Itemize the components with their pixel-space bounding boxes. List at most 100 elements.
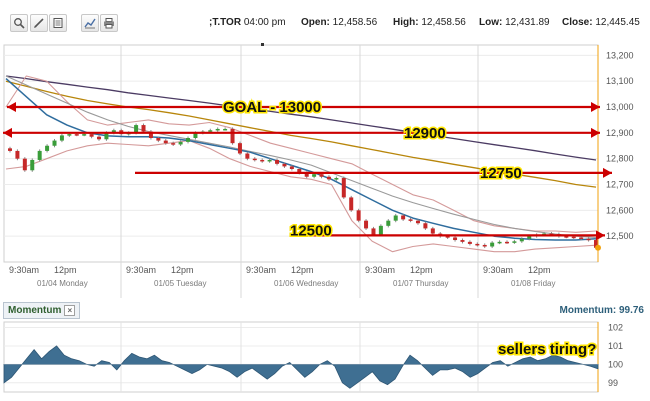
quote-high-value: 12,458.56: [421, 17, 466, 28]
series-line-mid-average: [5, 75, 597, 239]
day-label: 01/05 Tuesday: [154, 279, 206, 288]
quote-close-label: Close:: [562, 17, 593, 28]
candle-body: [252, 158, 257, 161]
price-tick-label: 12,800: [606, 154, 634, 164]
candle-body: [230, 128, 235, 144]
time-tick-label: 9:30am: [483, 265, 513, 275]
chart-anchor-marker: [261, 43, 264, 46]
resistance-12900-arrow-head: [591, 127, 600, 138]
quote-time: 04:00 pm: [243, 17, 286, 28]
momentum-tab[interactable]: Momentum ×: [3, 302, 81, 319]
candle-body: [319, 174, 324, 177]
candle-body: [430, 228, 435, 234]
candle-body: [594, 240, 598, 248]
candle-body: [453, 237, 458, 241]
momentum-tick-label: 99: [608, 378, 618, 388]
price-tick-label: 13,200: [606, 50, 634, 60]
support-12500-annotation: 12500: [290, 222, 332, 239]
candle-body: [37, 150, 42, 160]
price-tick-label: 12,700: [606, 180, 634, 190]
momentum-area: [3, 345, 599, 389]
resistance-12900-arrow-head: [3, 127, 12, 138]
goal-arrow-head: [7, 102, 16, 112]
momentum-readout: Momentum: 99.76: [560, 305, 644, 316]
momentum-readout-value: 99.76: [618, 305, 644, 316]
candle-body: [341, 178, 346, 198]
candle-body: [22, 158, 27, 171]
candle-body: [156, 138, 161, 141]
print-icon[interactable]: [100, 14, 118, 32]
candle-body: [215, 128, 220, 131]
time-tick-label: 9:30am: [365, 265, 395, 275]
notes-icon[interactable]: [49, 14, 67, 32]
time-tick-label: 12pm: [171, 265, 194, 275]
close-icon[interactable]: ×: [64, 305, 76, 316]
candle-body: [401, 215, 406, 220]
time-tick-label: 12pm: [54, 265, 77, 275]
candle-body: [104, 132, 109, 140]
candle-body: [275, 159, 280, 164]
candle-body: [267, 159, 272, 162]
candle-body: [312, 174, 317, 177]
candle-body: [141, 125, 146, 132]
candle-body: [186, 138, 191, 142]
candle-body: [171, 143, 176, 145]
candle-body: [326, 176, 331, 180]
chart-settings-icon[interactable]: [81, 14, 99, 32]
candle-body: [82, 134, 87, 136]
candle-body: [45, 145, 50, 151]
candle-body: [245, 153, 250, 159]
sellers-tiring-annotation: sellers tiring?: [498, 341, 596, 358]
candle-body: [111, 130, 116, 133]
price-tick-label: 13,000: [606, 102, 634, 112]
candle-body: [282, 163, 287, 167]
time-tick-label: 12pm: [291, 265, 314, 275]
candle-body: [89, 134, 94, 137]
quote-open-label: Open:: [301, 17, 330, 28]
candle-body: [586, 238, 591, 241]
time-tick-label: 9:30am: [9, 265, 39, 275]
candle-body: [519, 238, 524, 242]
candle-body: [289, 166, 294, 169]
quote-low: Low: 12,431.89: [479, 17, 550, 28]
candle-body: [356, 210, 361, 221]
series-line-upper-band: [5, 75, 597, 233]
support-12750-annotation: 12750: [480, 165, 522, 182]
candle-body: [564, 236, 569, 238]
time-tick-label: 9:30am: [126, 265, 156, 275]
candle-body: [74, 134, 79, 136]
goal-annotation: GOAL - 13000: [223, 99, 321, 116]
time-tick-label: 12pm: [410, 265, 433, 275]
candle-body: [349, 197, 354, 211]
candle-body: [445, 236, 450, 238]
quote-symbol-time: ;T.TOR 04:00 pm: [209, 17, 286, 28]
support-12500-arrow-head: [596, 230, 605, 241]
draw-icon[interactable]: [30, 14, 48, 32]
quote-high: High: 12,458.56: [393, 17, 466, 28]
candle-body: [527, 236, 532, 239]
candle-body: [178, 141, 183, 145]
candle-body: [490, 242, 495, 247]
candle-body: [208, 130, 213, 132]
series-line-slow-average: [5, 80, 597, 188]
quote-close-value: 12,445.45: [595, 17, 640, 28]
candle-body: [237, 143, 242, 154]
quote-open-value: 12,458.56: [332, 17, 378, 28]
quote-close: Close: 12,445.45: [562, 17, 640, 28]
candle-body: [467, 241, 472, 244]
candle-body: [504, 241, 509, 244]
candle-body: [67, 134, 72, 136]
momentum-plot-area: [3, 321, 599, 393]
candle-body: [408, 219, 413, 221]
candle-body: [260, 159, 265, 162]
candle-body: [223, 128, 228, 131]
candle-body: [475, 243, 480, 246]
candle-body: [364, 220, 369, 229]
candle-body: [415, 220, 420, 224]
candle-body: [423, 223, 428, 229]
day-label: 01/07 Thursday: [393, 279, 448, 288]
zoom-icon[interactable]: [10, 14, 28, 32]
support-12750-arrow-head: [603, 167, 612, 178]
candle-body: [163, 140, 168, 144]
